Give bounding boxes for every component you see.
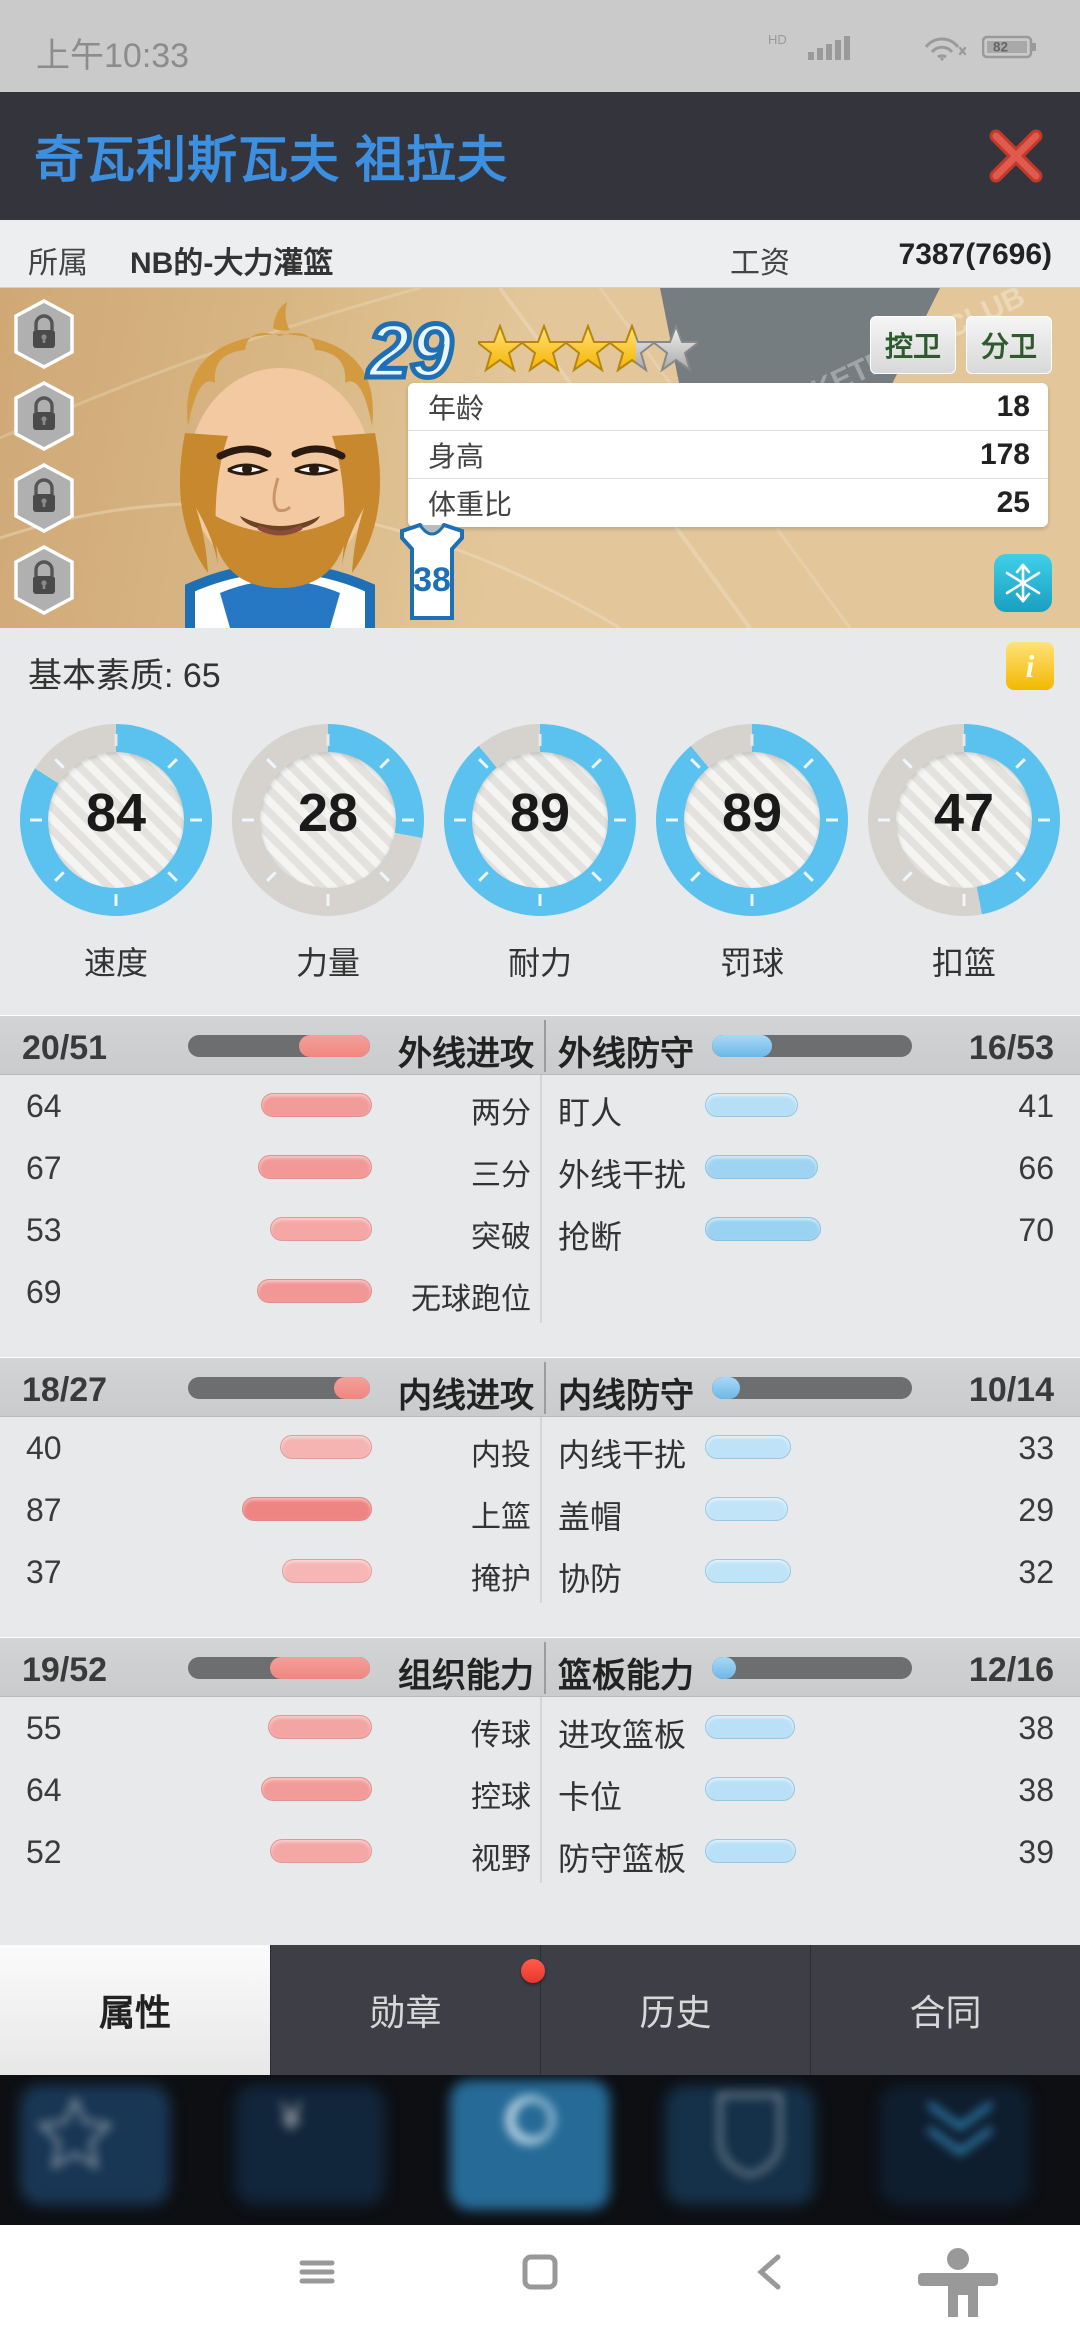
svg-text:HD: HD	[768, 32, 787, 47]
svg-text:¥: ¥	[279, 2095, 303, 2139]
svg-text:82: 82	[993, 40, 1008, 55]
svg-text:38: 38	[413, 561, 451, 599]
